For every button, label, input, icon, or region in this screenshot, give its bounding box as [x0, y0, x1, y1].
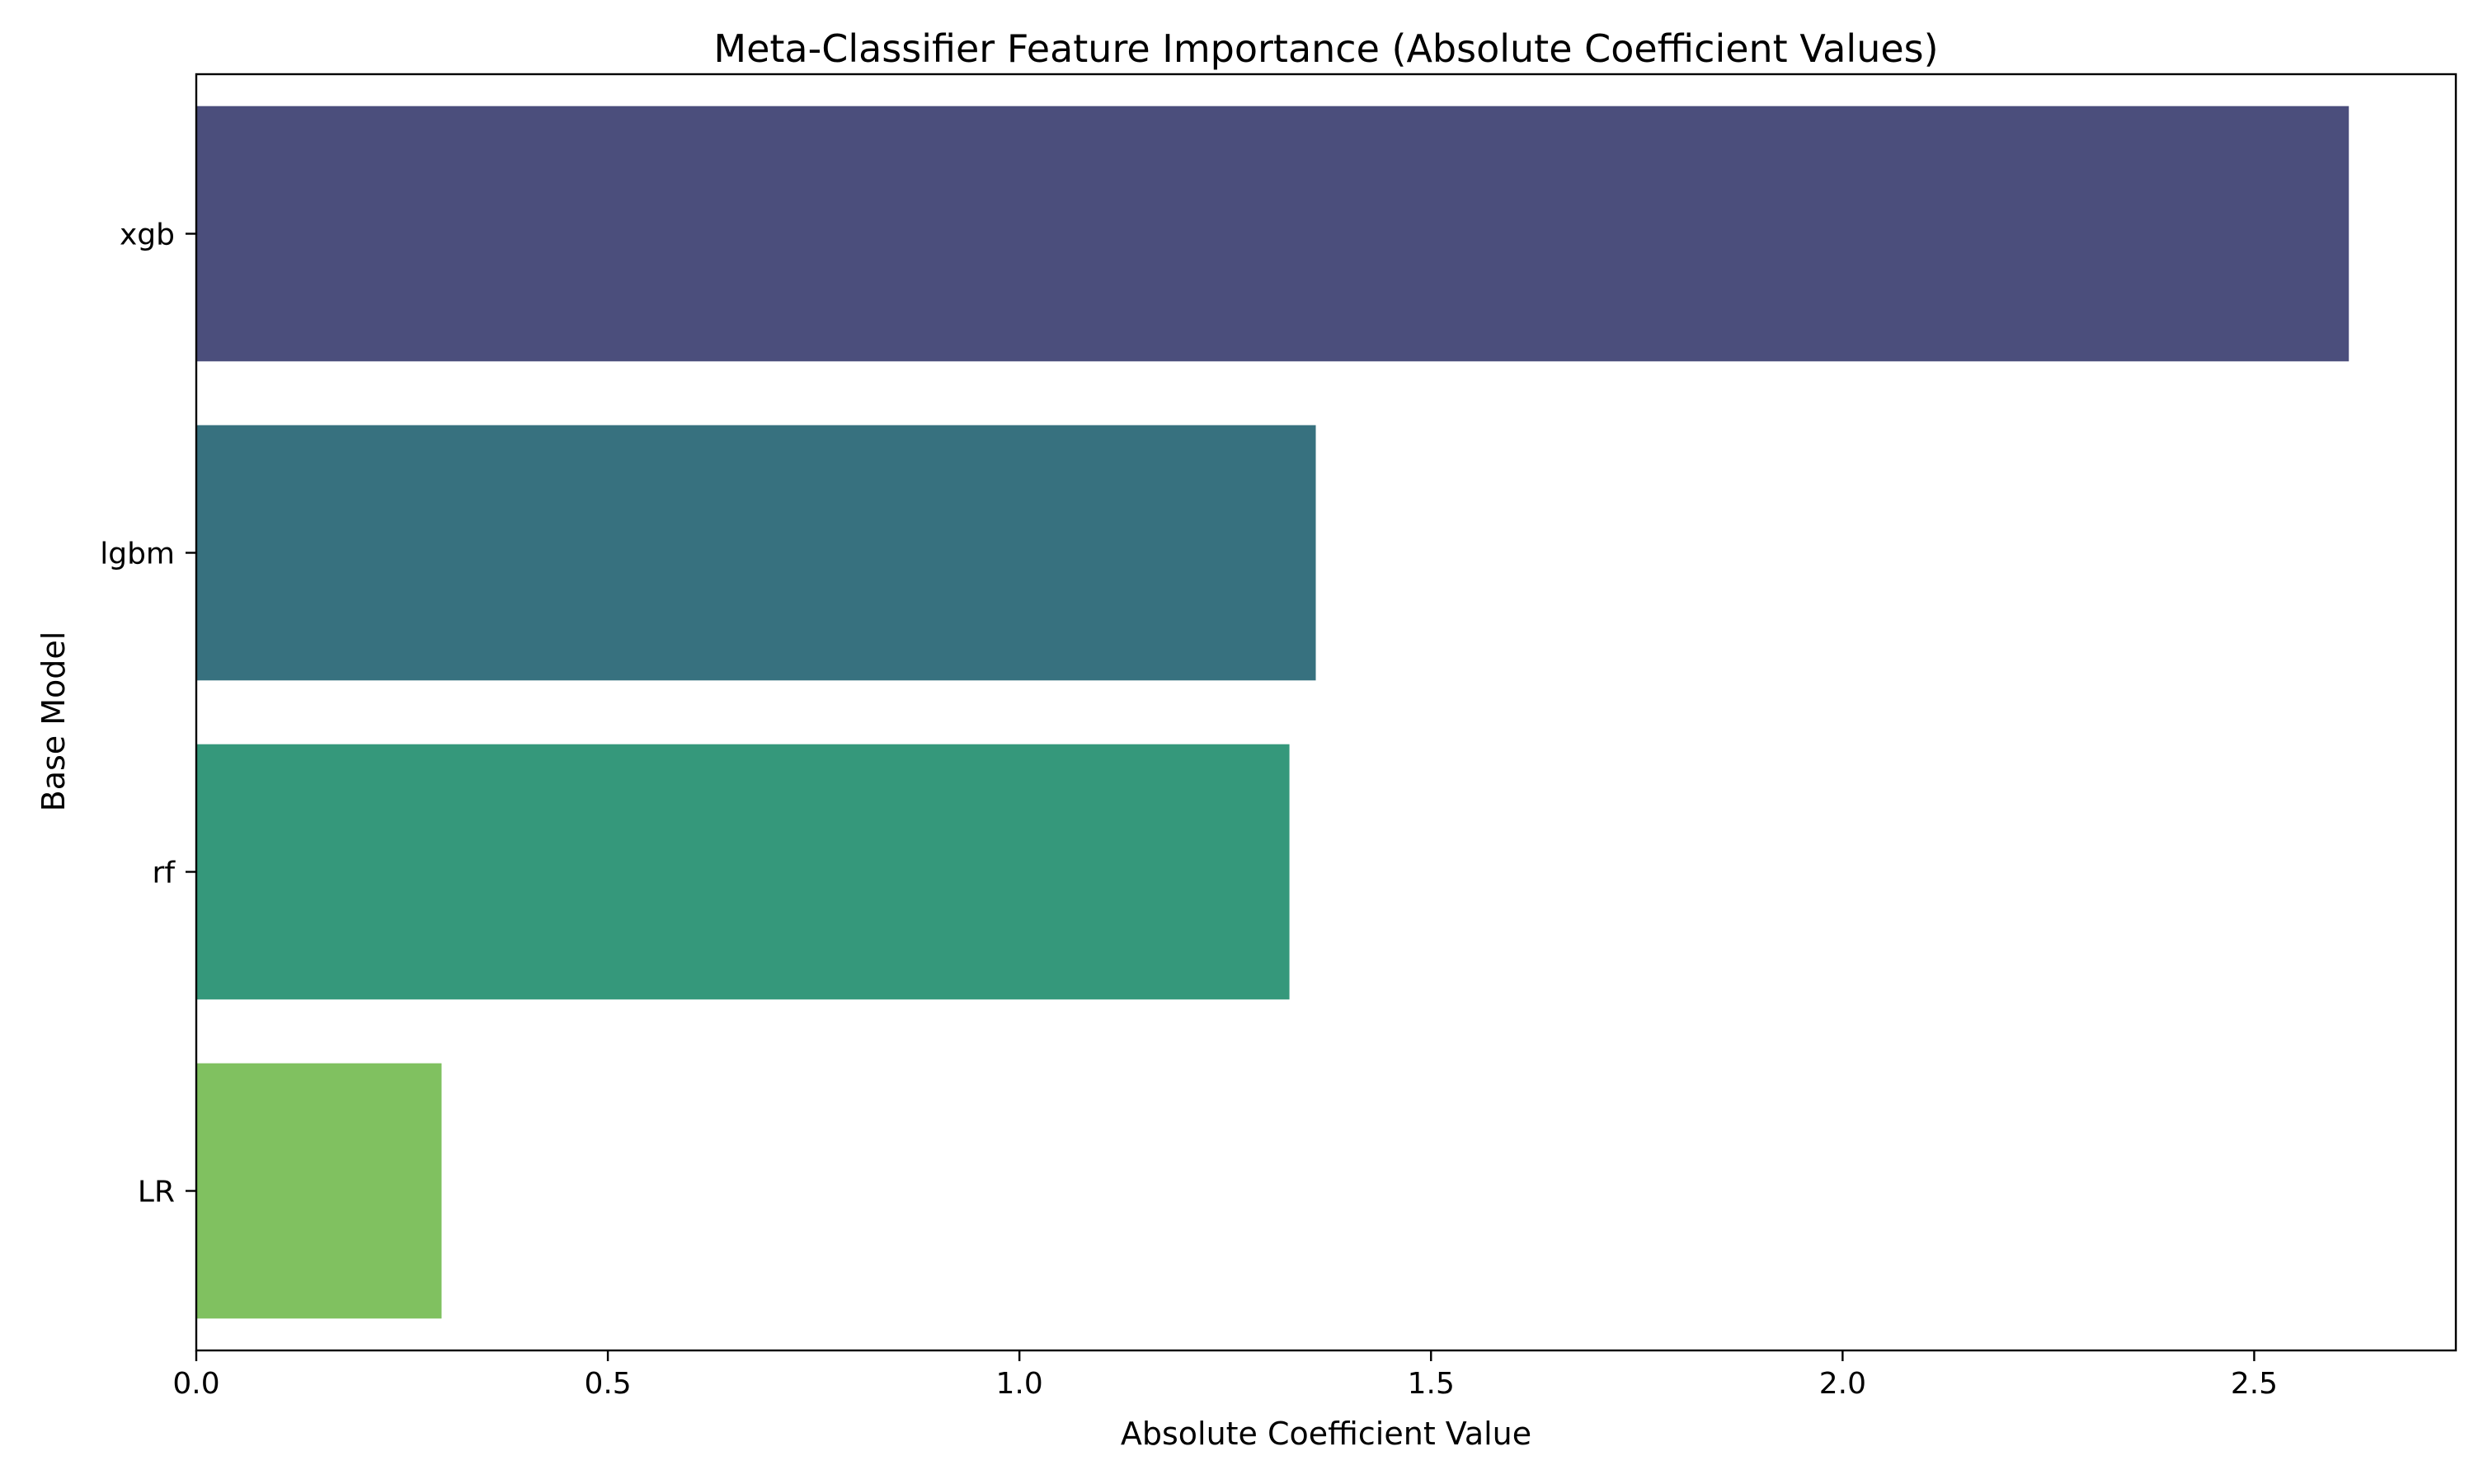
y-axis-label: Base Model	[35, 632, 72, 812]
y-tick-label: lgbm	[100, 538, 175, 571]
bar-rf	[196, 744, 1290, 1000]
bar-LR	[196, 1063, 442, 1319]
plot-frame	[195, 73, 2458, 1352]
bar-lgbm	[196, 425, 1316, 681]
x-axis-label: Absolute Coefficient Value	[1121, 1416, 1531, 1452]
x-tick-label: 2.0	[1819, 1367, 1866, 1401]
x-tick-label: 0.0	[172, 1367, 219, 1401]
bar-xgb	[196, 106, 2349, 362]
x-tick-label: 1.5	[1408, 1367, 1455, 1401]
plot-area: 0.0 0.5 1.0 1.5 2.0 2.5 xgb lgbm rf LR	[100, 73, 2458, 1401]
x-tick-label: 1.0	[996, 1367, 1043, 1401]
x-tick-label: 2.5	[2231, 1367, 2278, 1401]
y-tick-label: LR	[138, 1176, 175, 1209]
x-tick-label: 0.5	[584, 1367, 631, 1401]
chart-title: Meta-Classifier Feature Importance (Abso…	[713, 26, 1938, 71]
y-tick-label: xgb	[120, 218, 175, 252]
y-tick-label: rf	[153, 857, 176, 890]
